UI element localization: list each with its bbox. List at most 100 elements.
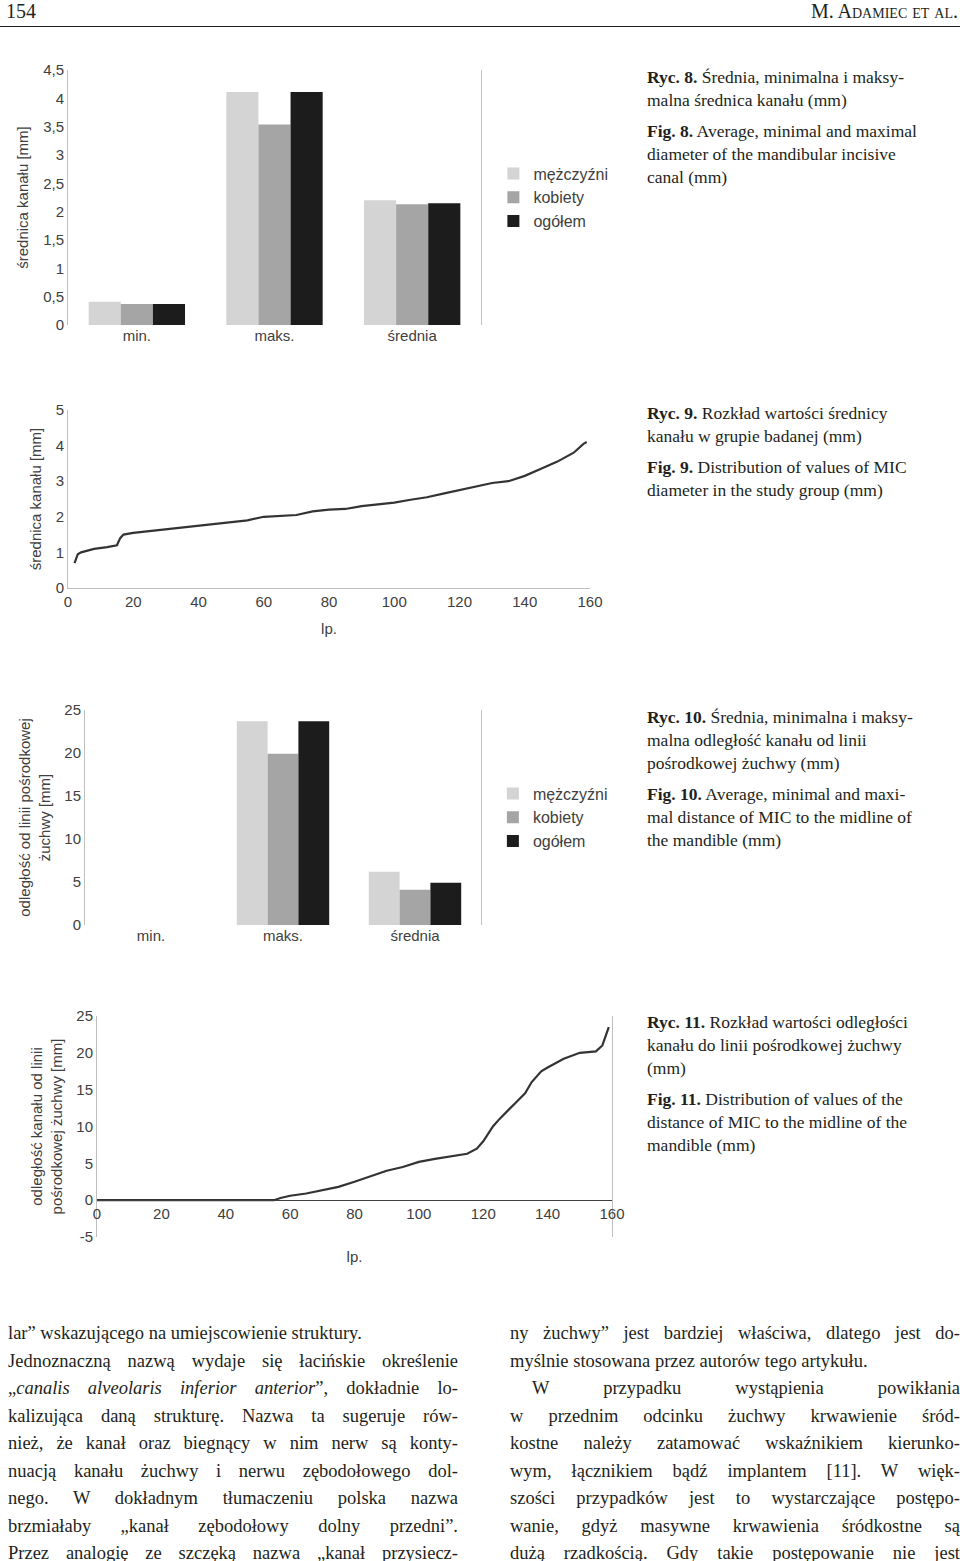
html-text:canal (mm): canal (mm) <box>647 167 728 187</box>
html-text:diameter in the study group (m: diameter in the study group (mm) <box>647 480 883 500</box>
svg-text:kobiety: kobiety <box>533 189 584 206</box>
svg-text:1,5: 1,5 <box>43 231 64 248</box>
html-text:Ryc. 10. Średnia, minimalna i: Ryc. 10. Średnia, minimalna i maksy- <box>647 707 913 727</box>
svg-text:160: 160 <box>599 1205 624 1222</box>
html-text:brzmiałaby „kanał zębodołowy d: brzmiałaby „kanał zębodołowy dolny przed… <box>8 1515 458 1536</box>
svg-text:10: 10 <box>76 1118 93 1135</box>
svg-text:25: 25 <box>64 701 81 718</box>
html-text:wym, łącznikiem bądź implantem: wym, łącznikiem bądź implantem [11]. W w… <box>510 1460 960 1481</box>
svg-text:25: 25 <box>76 1007 93 1024</box>
svg-text:80: 80 <box>346 1205 363 1222</box>
html-text:kanału w grupie badanej (mm): kanału w grupie badanej (mm) <box>647 426 862 446</box>
svg-text:maks.: maks. <box>254 327 294 344</box>
html-text:Ryc. 8. Średnia, minimalna i m: Ryc. 8. Średnia, minimalna i maksy- <box>647 67 904 87</box>
svg-text:0: 0 <box>73 916 81 933</box>
svg-text:4: 4 <box>56 437 64 454</box>
html-text:Fig. 10. Average, minimal and: Fig. 10. Average, minimal and maxi- <box>647 784 906 804</box>
svg-text:100: 100 <box>406 1205 431 1222</box>
svg-text:5: 5 <box>85 1155 93 1172</box>
svg-text:3: 3 <box>56 146 64 163</box>
svg-text:1: 1 <box>56 260 64 277</box>
svg-text:odległość kanału od liniipośro: odległość kanału od liniipośrodkowej żuc… <box>28 1039 65 1215</box>
html-text:Fig. 9. Distribution of values: Fig. 9. Distribution of values of MIC <box>647 457 907 477</box>
svg-text:mężczyźni: mężczyźni <box>533 786 608 803</box>
svg-text:4: 4 <box>56 90 64 107</box>
html-text:Ryc. 11. Rozkład wartości odle: Ryc. 11. Rozkład wartości odległości <box>647 1012 908 1032</box>
svg-text:2,5: 2,5 <box>43 175 64 192</box>
svg-text:min.: min. <box>137 927 165 944</box>
svg-text:kobiety: kobiety <box>533 809 584 826</box>
html-text:nież, że kanał oraz biegnący w: nież, że kanał oraz biegnący w nim nerw … <box>8 1433 458 1453</box>
svg-text:średnia: średnia <box>390 927 440 944</box>
svg-text:lp.: lp. <box>347 1248 363 1265</box>
html-text:kanału do linii pośrodkowej żu: kanału do linii pośrodkowej żuchwy <box>647 1035 902 1055</box>
svg-text:średnia: średnia <box>388 327 438 344</box>
html-text:Jednoznaczną nazwą wydaje się: Jednoznaczną nazwą wydaje się łacińskie … <box>8 1350 458 1371</box>
html-text:kalizująca daną strukturę. Naz: kalizująca daną strukturę. Nazwa ta suge… <box>8 1405 458 1426</box>
svg-text:120: 120 <box>471 1205 496 1222</box>
svg-text:1: 1 <box>56 544 64 561</box>
svg-text:min.: min. <box>123 327 151 344</box>
html-text:the mandible (mm): the mandible (mm) <box>647 830 782 850</box>
html-text:„ canalis alveolaris inferior: „ canalis alveolaris inferior anterior ”… <box>8 1378 458 1398</box>
html-text:154: 154 <box>6 0 36 22</box>
svg-text:40: 40 <box>217 1205 234 1222</box>
html-text:lar” wskazującego na umiejscow: lar” wskazującego na umiejscowienie stru… <box>8 1323 362 1343</box>
svg-text:140: 140 <box>512 593 537 610</box>
html-text:Ryc. 9. Rozkład wartości średn: Ryc. 9. Rozkład wartości średnicy <box>647 403 888 423</box>
svg-text:20: 20 <box>64 744 81 761</box>
svg-text:5: 5 <box>73 873 81 890</box>
svg-text:3: 3 <box>56 472 64 489</box>
html-text:myślnie stosowana przez autoró: myślnie stosowana przez autorów tego art… <box>510 1350 868 1371</box>
svg-text:ogółem: ogółem <box>533 213 585 230</box>
svg-text:20: 20 <box>153 1205 170 1222</box>
svg-text:0: 0 <box>85 1191 93 1208</box>
svg-text:160: 160 <box>577 593 602 610</box>
svg-text:60: 60 <box>255 593 272 610</box>
html-text:pośrodkowej żuchwy (mm): pośrodkowej żuchwy (mm) <box>647 753 840 773</box>
html-text:(mm): (mm) <box>647 1058 686 1078</box>
svg-text:maks.: maks. <box>263 927 303 944</box>
svg-text:-5: -5 <box>80 1228 93 1245</box>
html-text:malna średnica kanału (mm): malna średnica kanału (mm) <box>647 90 847 110</box>
html-text:M. Adamiec et al.: M. Adamiec et al. <box>810 0 958 22</box>
svg-text:ogółem: ogółem <box>533 833 585 850</box>
svg-text:4,5: 4,5 <box>43 61 64 78</box>
svg-text:0,5: 0,5 <box>43 288 64 305</box>
svg-text:średnica kanału [mm]: średnica kanału [mm] <box>27 428 44 571</box>
svg-text:60: 60 <box>282 1205 299 1222</box>
html-text:nuacją kanału żuchwy i nerwu z: nuacją kanału żuchwy i nerwu zębodołoweg… <box>8 1460 458 1481</box>
svg-text:5: 5 <box>56 401 64 418</box>
svg-text:40: 40 <box>190 593 207 610</box>
html-text:malna odległość kanału od lini: malna odległość kanału od linii <box>647 730 867 750</box>
html-text:mandible (mm): mandible (mm) <box>647 1135 756 1155</box>
svg-text:0: 0 <box>56 316 64 333</box>
html-text:w przednim odcinku żuchwy krwa: w przednim odcinku żuchwy krwawienie śró… <box>510 1405 960 1426</box>
html-text:wanie, gdyż masywne krwawienia: wanie, gdyż masywne krwawienia śródkostn… <box>510 1515 960 1536</box>
svg-text:mężczyźni: mężczyźni <box>533 166 608 183</box>
html-text:mal distance of MIC to the mid: mal distance of MIC to the midline of <box>647 807 912 827</box>
svg-text:100: 100 <box>382 593 407 610</box>
svg-text:15: 15 <box>76 1081 93 1098</box>
svg-text:2: 2 <box>56 508 64 525</box>
svg-text:średnica kanału [mm]: średnica kanału [mm] <box>14 126 31 269</box>
svg-text:20: 20 <box>76 1044 93 1061</box>
html-text:Fig. 11. Distribution of value: Fig. 11. Distribution of values of the <box>647 1089 903 1109</box>
svg-text:140: 140 <box>535 1205 560 1222</box>
svg-text:120: 120 <box>447 593 472 610</box>
svg-text:0: 0 <box>93 1205 101 1222</box>
svg-text:lp.: lp. <box>321 620 337 637</box>
html-text:Fig. 8. Average, minimal and m: Fig. 8. Average, minimal and maximal <box>647 121 917 141</box>
html-text:distance of MIC to the midline: distance of MIC to the midline of the <box>647 1112 907 1132</box>
svg-text:odległość od linii pośrodkowej: odległość od linii pośrodkowejżuchwy [mm… <box>16 718 53 916</box>
svg-text:20: 20 <box>125 593 142 610</box>
html-text:diameter of the mandibular inc: diameter of the mandibular incisive <box>647 144 896 164</box>
html-text:nego. W dokładnym tłumaczeniu: nego. W dokładnym tłumaczeniu polska naz… <box>8 1488 458 1508</box>
svg-text:10: 10 <box>64 830 81 847</box>
svg-text:0: 0 <box>56 579 64 596</box>
svg-text:0: 0 <box>64 593 72 610</box>
svg-text:80: 80 <box>321 593 338 610</box>
svg-text:3,5: 3,5 <box>43 118 64 135</box>
svg-text:15: 15 <box>64 787 81 804</box>
svg-text:2: 2 <box>56 203 64 220</box>
